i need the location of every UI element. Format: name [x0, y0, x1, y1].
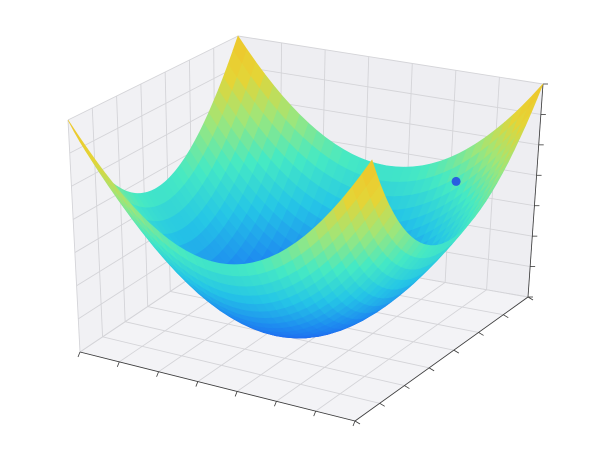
x-axis-tick [274, 401, 277, 407]
axis-lines [79, 83, 544, 422]
back-wall-gridline-h [237, 65, 541, 115]
floor-gridline-y [125, 321, 405, 387]
x-axis-tick [234, 391, 238, 397]
y-axis-tick [478, 332, 484, 336]
x-axis-tick [77, 351, 81, 358]
x-axis-tick [195, 381, 199, 387]
marker-point [451, 176, 461, 186]
x-axis-line [79, 351, 356, 422]
floor-gridline-x [315, 289, 487, 412]
z-axis-line [527, 83, 544, 298]
x-axis-tick [116, 361, 120, 368]
back-wall-gridline-h [237, 35, 544, 85]
y-axis-tick [379, 402, 385, 407]
y-axis-tick [428, 367, 435, 372]
surface-mesh [67, 35, 544, 339]
left-wall-gridline-v [67, 119, 81, 353]
x-axis-tick [156, 371, 159, 377]
y-axis-line [354, 296, 529, 422]
y-axis-tick [354, 420, 361, 425]
left-wall-gridline-h [67, 35, 239, 121]
y-axis-tick [453, 349, 460, 354]
marker-layer [451, 176, 461, 186]
y-axis-tick [527, 296, 534, 301]
surface-patch [361, 159, 377, 187]
floor-gridline-x [276, 282, 446, 402]
x-axis-tick [352, 420, 356, 427]
axis-ticks [77, 83, 548, 427]
left-wall-gridline-h [69, 65, 239, 154]
left-wall-gridline-v [116, 95, 126, 322]
floor-gridline-y [102, 336, 380, 404]
y-axis-tick [404, 385, 410, 389]
left-wall-gridline-v [91, 107, 104, 337]
x-axis-tick [313, 410, 317, 417]
y-axis-tick [503, 314, 509, 319]
